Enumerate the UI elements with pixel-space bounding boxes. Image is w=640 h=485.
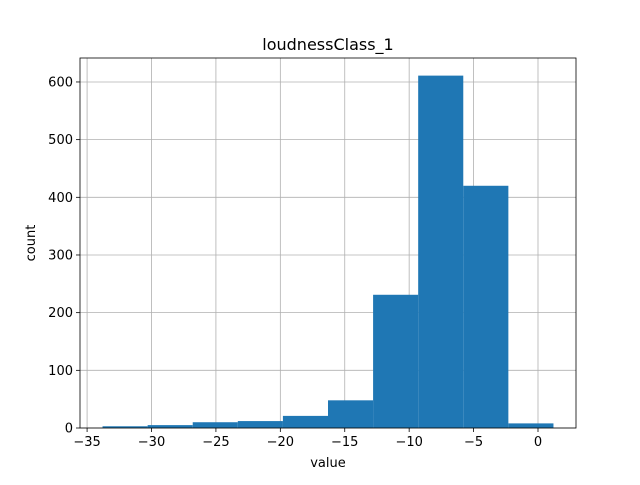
- chart-title: loudnessClass_1: [262, 35, 393, 55]
- histogram-bar: [192, 422, 238, 428]
- x-tick-label: −5: [464, 435, 483, 450]
- histogram-bar: [147, 425, 193, 428]
- x-tick-label: −15: [331, 435, 358, 450]
- y-tick-label: 0: [65, 422, 73, 437]
- x-tick-label: −10: [395, 435, 422, 450]
- ticks: −35 −30 −25 −20 −15 −10 −5 0 0 100 200 300 400 500 600: [48, 75, 542, 450]
- histogram-bar: [418, 75, 464, 428]
- histogram-bar: [237, 421, 283, 428]
- x-axis-label: value: [310, 456, 346, 471]
- histogram-bar: [508, 423, 554, 428]
- y-tick-label: 500: [48, 133, 73, 148]
- y-axis-label: count: [24, 225, 39, 262]
- x-tick-label: −30: [138, 435, 165, 450]
- x-tick-label: −35: [73, 435, 100, 450]
- histogram-bar: [463, 185, 509, 428]
- histogram-bar: [373, 294, 419, 428]
- y-tick-label: 100: [48, 364, 73, 379]
- histogram-bar: [102, 426, 148, 428]
- y-tick-label: 400: [48, 191, 73, 206]
- histogram-bar: [282, 415, 328, 428]
- bars: [102, 75, 554, 428]
- x-tick-label: −25: [202, 435, 229, 450]
- y-tick-label: 200: [48, 306, 73, 321]
- y-tick-label: 300: [48, 248, 73, 263]
- histogram-bar: [328, 400, 374, 428]
- x-tick-label: −20: [267, 435, 294, 450]
- y-tick-label: 600: [48, 75, 73, 90]
- x-tick-label: 0: [534, 435, 542, 450]
- plot-frame: [79, 57, 577, 429]
